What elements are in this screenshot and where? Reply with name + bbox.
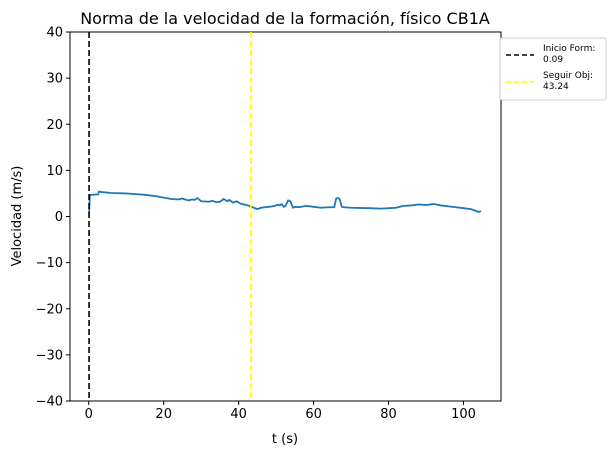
- y-tick-label: 10: [46, 164, 63, 179]
- y-axis-label: Velocidad (m/s): [10, 166, 25, 267]
- y-tick-label: −30: [36, 348, 63, 363]
- y-tick-label: 20: [46, 118, 63, 133]
- y-tick-label: −10: [36, 256, 63, 271]
- legend-label-seguir-obj-line1: Seguir Obj:: [543, 71, 593, 81]
- legend-label-inicio-form-line2: 0.09: [543, 55, 563, 65]
- legend-label-inicio-form-line1: Inicio Form:: [543, 44, 595, 54]
- data-layer: [88, 32, 482, 401]
- y-axis-ticks: −40 −30 −20 −10 0 10 20 30 40: [36, 26, 70, 410]
- x-tick-label: 80: [380, 407, 397, 422]
- x-tick-label: 20: [155, 407, 172, 422]
- y-tick-label: −40: [36, 395, 63, 410]
- x-axis-ticks: 0 20 40 60 80 100: [85, 401, 476, 422]
- legend-box: [499, 37, 607, 101]
- x-tick-label: 40: [230, 407, 247, 422]
- x-tick-label: 60: [305, 407, 322, 422]
- x-tick-label: 100: [451, 407, 476, 422]
- plot-frame: [69, 31, 502, 402]
- x-tick-label: 0: [85, 407, 93, 422]
- y-tick-label: 40: [46, 26, 63, 41]
- plot-area: [69, 31, 502, 402]
- velocity-series-line: [88, 190, 482, 215]
- chart-title: Norma de la velocidad de la formación, f…: [80, 9, 490, 28]
- legend-label-seguir-obj-line2: 43.24: [543, 82, 569, 92]
- y-tick-label: 0: [55, 210, 63, 225]
- y-tick-label: −20: [36, 302, 63, 317]
- y-tick-label: 30: [46, 72, 63, 87]
- legend: Inicio Form: 0.09 Seguir Obj: 43.24: [499, 37, 607, 101]
- x-axis-label: t (s): [272, 432, 298, 447]
